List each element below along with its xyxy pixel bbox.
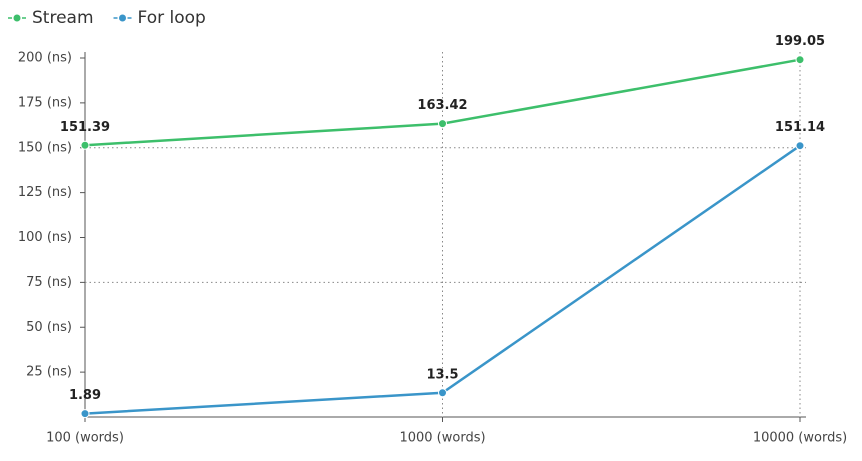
x-tick-label: 10000 (words) [753, 431, 847, 446]
y-tick-label: 125 (ns) [18, 185, 72, 200]
y-tick-label: 150 (ns) [18, 140, 72, 155]
point [438, 119, 447, 129]
point [80, 140, 90, 150]
legend-label: For loop [138, 8, 206, 28]
legend-swatch-dot [119, 14, 127, 22]
x-tick-label: 100 (words) [46, 431, 124, 446]
data-label: 199.05 [775, 34, 825, 49]
data-label: 13.5 [426, 367, 458, 382]
x-tick-label: 1000 (words) [399, 431, 485, 446]
y-tick-label: 25 (ns) [26, 365, 72, 380]
data-label: 151.14 [775, 120, 825, 135]
y-tick-label: 200 (ns) [18, 51, 72, 66]
y-tick-label: 175 (ns) [18, 95, 72, 110]
point [80, 409, 90, 419]
data-label: 163.42 [417, 98, 467, 113]
legend-label: Stream [32, 8, 94, 28]
point [438, 388, 447, 398]
point [795, 55, 805, 65]
point [795, 141, 805, 151]
y-tick-label: 50 (ns) [26, 320, 72, 335]
data-label: 151.39 [60, 120, 110, 135]
data-label: 1.89 [69, 388, 101, 403]
y-tick-label: 100 (ns) [18, 230, 72, 245]
legend-swatch-dot [13, 14, 21, 22]
y-tick-label: 75 (ns) [26, 275, 72, 290]
